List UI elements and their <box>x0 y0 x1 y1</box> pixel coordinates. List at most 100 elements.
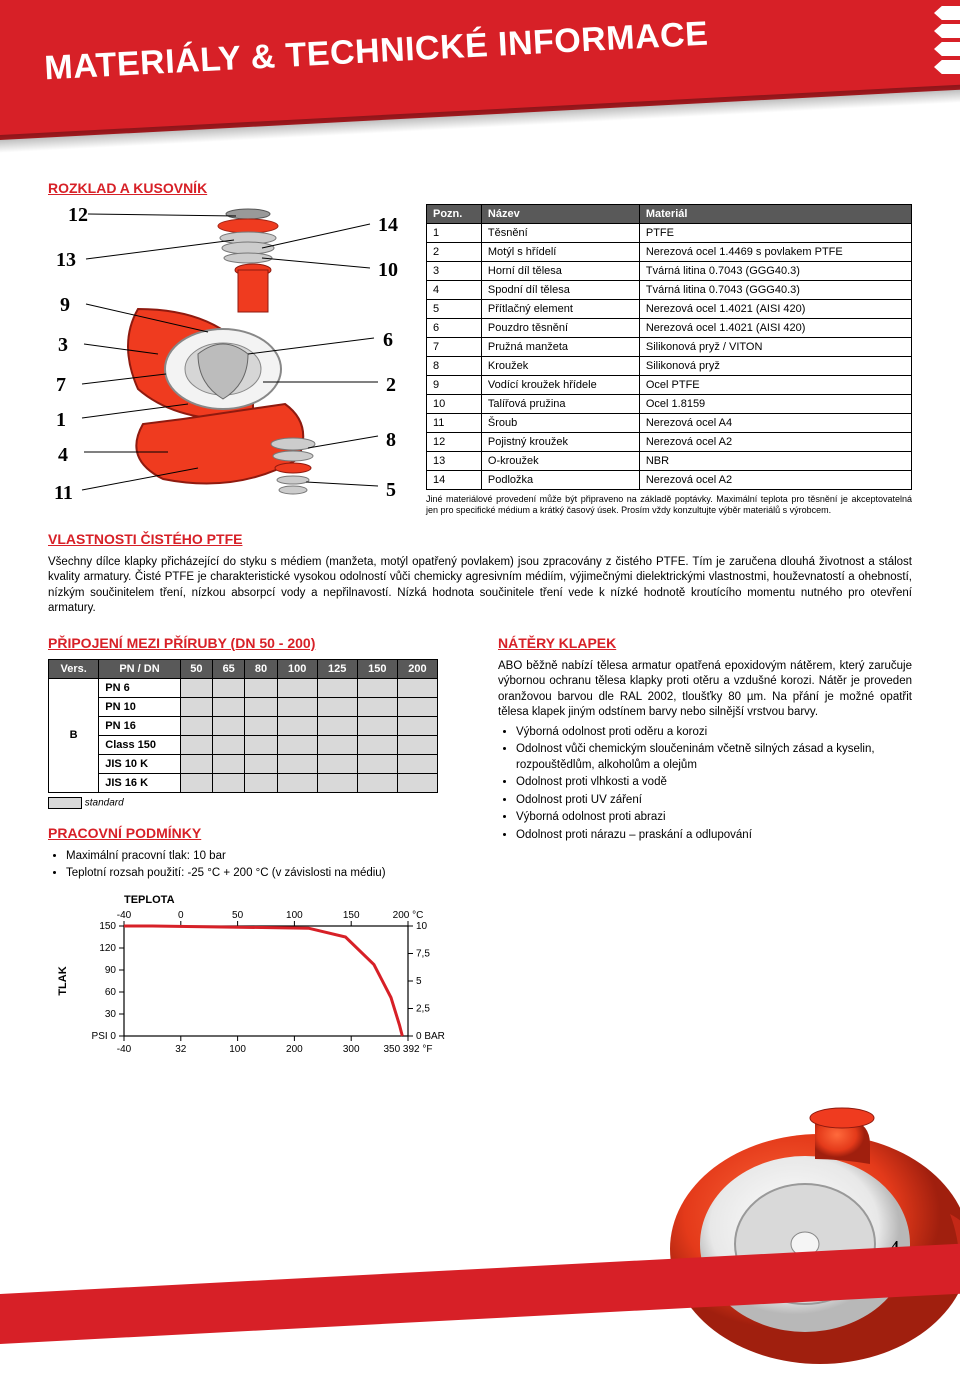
list-item: Odolnost vůči chemickým sloučeninám včet… <box>516 742 912 773</box>
table-row: PN 10 <box>49 697 438 716</box>
section-coat: NÁTĚRY KLAPEK <box>498 635 912 651</box>
list-item: Odolnost proti vlhkosti a vodě <box>516 775 912 791</box>
svg-text:0 BAR: 0 BAR <box>416 1031 445 1042</box>
table-header: Pozn. <box>427 205 482 224</box>
svg-text:150: 150 <box>99 921 116 932</box>
svg-text:-40: -40 <box>117 910 132 921</box>
legend: standard <box>48 797 468 809</box>
table-row: 10Talířová pružinaOcel 1.8159 <box>427 395 912 414</box>
svg-text:60: 60 <box>105 987 117 998</box>
legend-label: standard <box>85 797 124 808</box>
table-row: Class 150 <box>49 735 438 754</box>
callout: 2 <box>386 374 396 397</box>
table-row: BPN 6 <box>49 678 438 697</box>
content: ROZKLAD A KUSOVNÍK <box>48 180 912 1081</box>
section-ptfe: VLASTNOSTI ČISTÉHO PTFE <box>48 531 912 547</box>
flange-table: Vers.PN / DN506580100125150200 BPN 6PN 1… <box>48 659 438 793</box>
coat-list: Výborná odolnost proti oděru a koroziOdo… <box>516 725 912 844</box>
table-header: Materiál <box>639 205 911 224</box>
svg-text:-40: -40 <box>117 1044 132 1055</box>
table-header: 200 <box>397 659 437 678</box>
chart-title: TEPLOTA <box>124 894 468 906</box>
callout: 12 <box>68 204 88 227</box>
table-row: 9Vodící kroužek hřídeleOcel PTFE <box>427 376 912 395</box>
callout: 8 <box>386 429 396 452</box>
exploded-diagram <box>48 204 408 504</box>
svg-text:7,5: 7,5 <box>416 948 430 959</box>
table-header: 125 <box>317 659 357 678</box>
svg-text:TLAK: TLAK <box>57 966 69 995</box>
table-header: 65 <box>213 659 245 678</box>
list-item: Výborná odolnost proti abrazi <box>516 810 912 826</box>
valve-image <box>610 1094 960 1374</box>
table-row: 7Pružná manžetaSilikonová pryž / VITON <box>427 338 912 357</box>
table-header: Vers. <box>49 659 99 678</box>
table-row: 12Pojistný kroužekNerezová ocel A2 <box>427 433 912 452</box>
table-row: 13O-kroužekNBR <box>427 452 912 471</box>
svg-text:0: 0 <box>178 910 184 921</box>
temp-chart: TEPLOTA -40050100150200 °C-4032100200300… <box>48 894 468 1081</box>
table-row: 11ŠroubNerezová ocel A4 <box>427 414 912 433</box>
svg-text:30: 30 <box>105 1009 117 1020</box>
work-list: Maximální pracovní tlak: 10 barTeplotní … <box>66 849 468 882</box>
svg-text:2,5: 2,5 <box>416 1003 430 1014</box>
callout: 3 <box>58 334 68 357</box>
table-header: Název <box>481 205 639 224</box>
ptfe-text: Všechny dílce klapky přicházející do sty… <box>48 555 912 617</box>
callout: 1 <box>56 409 66 432</box>
svg-text:200: 200 <box>286 1044 303 1055</box>
table-header: 80 <box>245 659 277 678</box>
svg-text:120: 120 <box>99 943 116 954</box>
table-header: 150 <box>357 659 397 678</box>
table-row: 8KroužekSilikonová pryž <box>427 357 912 376</box>
svg-text:PSI 0: PSI 0 <box>92 1031 117 1042</box>
table-header: 100 <box>277 659 317 678</box>
list-item: Maximální pracovní tlak: 10 bar <box>66 849 468 865</box>
svg-text:5: 5 <box>416 976 422 987</box>
callout: 9 <box>60 294 70 317</box>
svg-text:10: 10 <box>416 921 428 932</box>
list-item: Výborná odolnost proti oděru a korozi <box>516 725 912 741</box>
parts-table: Pozn.NázevMateriál 1TěsněníPTFE2Motýl s … <box>426 204 912 490</box>
callout: 4 <box>58 444 68 467</box>
svg-text:100: 100 <box>229 1044 246 1055</box>
callout: 13 <box>56 249 76 272</box>
table-row: 6Pouzdro těsněníNerezová ocel 1.4021 (AI… <box>427 319 912 338</box>
section-exploded: ROZKLAD A KUSOVNÍK <box>48 180 912 196</box>
svg-text:350 392 °F: 350 392 °F <box>383 1044 432 1055</box>
svg-text:300: 300 <box>343 1044 360 1055</box>
svg-text:100: 100 <box>286 910 303 921</box>
table-row: PN 16 <box>49 716 438 735</box>
table-row: JIS 16 K <box>49 773 438 792</box>
svg-text:32: 32 <box>175 1044 187 1055</box>
svg-text:200 °C: 200 °C <box>393 910 424 921</box>
list-item: Odolnost proti UV záření <box>516 793 912 809</box>
callout: 7 <box>56 374 66 397</box>
coat-text: ABO běžně nabízí tělesa armatur opatřená… <box>498 659 912 721</box>
section-work: PRACOVNÍ PODMÍNKY <box>48 825 468 841</box>
callout: 11 <box>54 482 73 505</box>
exploded-view: 12 13 9 3 7 1 4 11 14 10 6 2 8 5 <box>48 204 408 504</box>
parts-table-wrap: Pozn.NázevMateriál 1TěsněníPTFE2Motýl s … <box>426 204 912 517</box>
list-item: Odolnost proti nárazu – praskání a odlup… <box>516 828 912 844</box>
svg-text:50: 50 <box>232 910 244 921</box>
legend-swatch <box>48 797 82 809</box>
parts-footnote: Jiné materiálové provedení může být přip… <box>426 494 912 517</box>
callout: 14 <box>378 214 398 237</box>
callout: 5 <box>386 479 396 502</box>
list-item: Teplotní rozsah použití: -25 °C + 200 °C… <box>66 866 468 882</box>
table-row: 14PodložkaNerezová ocel A2 <box>427 471 912 490</box>
callout: 6 <box>383 329 393 352</box>
table-row: 3Horní díl tělesaTvárná litina 0.7043 (G… <box>427 262 912 281</box>
table-row: 1TěsněníPTFE <box>427 224 912 243</box>
table-row: 4Spodní díl tělesaTvárná litina 0.7043 (… <box>427 281 912 300</box>
table-row: 5Přítlačný elementNerezová ocel 1.4021 (… <box>427 300 912 319</box>
svg-text:150: 150 <box>343 910 360 921</box>
table-row: JIS 10 K <box>49 754 438 773</box>
table-header: PN / DN <box>99 659 181 678</box>
chart-svg: -40 0 50 100 150 200 °C -40 32 100 200 300 350 392 … <box>48 906 468 1076</box>
section-flange: PŘIPOJENÍ MEZI PŘÍRUBY (DN 50 - 200) <box>48 635 468 651</box>
svg-text:90: 90 <box>105 965 117 976</box>
callout: 10 <box>378 259 398 282</box>
table-row: 2Motýl s hřídelíNerezová ocel 1.4469 s p… <box>427 243 912 262</box>
